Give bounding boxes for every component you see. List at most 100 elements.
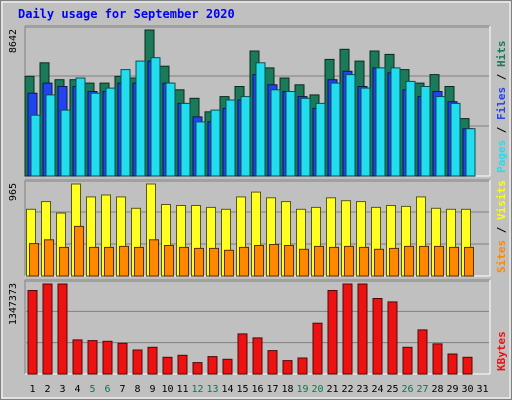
legend-entry-sites: Sites: [495, 240, 508, 273]
bar-visits-sites-day-14: [224, 249, 234, 277]
bar-visits-sites-day-16: [254, 245, 264, 277]
bar-visits-sites-day-7: [119, 245, 129, 277]
bar-visits-sites-day-15: [239, 246, 249, 277]
bar-kbytes-kbytes-day-29: [447, 353, 458, 375]
bar-traffic-pages-day-1: [30, 114, 41, 177]
x-tick-label-day-8: 8: [134, 384, 140, 395]
bar-visits-sites-day-22: [344, 245, 354, 277]
bar-kbytes-kbytes-day-2: [42, 283, 53, 375]
bar-visits-sites-day-26: [404, 245, 414, 277]
bar-kbytes-kbytes-day-18: [282, 360, 293, 375]
legend-traffic: Pages / Files / Hits: [495, 41, 508, 174]
x-tick-label-day-10: 10: [161, 384, 173, 395]
x-tick-label-day-23: 23: [356, 384, 368, 395]
legend-visits: Sites / Visits: [495, 180, 508, 273]
panel-visits: 965 Sites / Visits: [8, 179, 508, 277]
legend-entry-hits: Hits: [495, 41, 508, 68]
x-tick-label-day-22: 22: [341, 384, 353, 395]
x-tick-label-day-17: 17: [266, 384, 278, 395]
bar-visits-sites-day-25: [389, 247, 399, 277]
bar-traffic-pages-day-26: [405, 80, 416, 177]
bar-visits-sites-day-30: [464, 246, 474, 277]
bar-traffic-pages-day-2: [45, 94, 56, 177]
bar-traffic-pages-day-16: [255, 62, 266, 177]
legend-text-traffic: Pages / Files / Hits: [495, 41, 508, 174]
legend-entry-visits: Visits: [495, 180, 508, 220]
legend-text-visits: Sites / Visits: [495, 180, 508, 273]
x-tick-label-day-7: 7: [119, 384, 125, 395]
bar-kbytes-kbytes-day-30: [462, 356, 473, 375]
bar-kbytes-kbytes-day-8: [132, 349, 143, 375]
bar-visits-sites-day-20: [314, 245, 324, 277]
x-tick-label-day-3: 3: [59, 384, 65, 395]
bar-kbytes-kbytes-day-5: [87, 340, 98, 375]
bar-visits-sites-day-13: [209, 247, 219, 277]
x-tick-label-day-18: 18: [281, 384, 293, 395]
legend-separator: /: [495, 120, 508, 140]
bar-traffic-pages-day-8: [135, 60, 146, 177]
x-tick-label-day-4: 4: [74, 384, 80, 395]
bar-kbytes-kbytes-day-1: [27, 290, 38, 375]
bar-traffic-pages-day-25: [390, 67, 401, 177]
panel-traffic: 8642 Pages / Files / Hits: [8, 25, 508, 177]
bar-kbytes-kbytes-day-17: [267, 350, 278, 375]
x-tick-label-day-2: 2: [44, 384, 50, 395]
bar-traffic-pages-day-30: [465, 128, 476, 177]
legend-kbytes: KBytes: [495, 331, 508, 371]
x-tick-label-day-30: 30: [461, 384, 473, 395]
bar-traffic-pages-day-19: [300, 97, 311, 177]
x-tick-label-day-11: 11: [176, 384, 188, 395]
bar-traffic-pages-day-24: [375, 67, 386, 177]
bar-visits-sites-day-1: [29, 243, 39, 277]
bar-visits-sites-day-17: [269, 244, 279, 277]
bar-traffic-pages-day-12: [195, 121, 206, 177]
x-tick-label-day-26: 26: [401, 384, 413, 395]
bar-visits-sites-day-23: [359, 246, 369, 277]
x-tick-label-day-1: 1: [29, 384, 35, 395]
bar-traffic-pages-day-28: [435, 96, 446, 177]
x-tick-label-day-27: 27: [416, 384, 428, 395]
bar-traffic-pages-day-21: [330, 82, 341, 177]
x-tick-label-day-14: 14: [221, 384, 233, 395]
bar-kbytes-kbytes-day-13: [207, 356, 218, 375]
bar-traffic-pages-day-18: [285, 91, 296, 177]
panel-kbytes: 1347373 KBytes: [8, 279, 508, 375]
bar-visits-sites-day-12: [194, 247, 204, 277]
bar-kbytes-kbytes-day-11: [177, 354, 188, 375]
x-tick-label-day-25: 25: [386, 384, 398, 395]
bar-visits-sites-day-18: [284, 245, 294, 277]
bar-traffic-pages-day-5: [90, 92, 101, 177]
x-tick-label-day-15: 15: [236, 384, 248, 395]
chart-frame-highlight: [1, 1, 511, 399]
bar-visits-sites-day-3: [59, 246, 69, 277]
bar-kbytes-kbytes-day-3: [57, 283, 68, 375]
ymax-label-visits: 965: [8, 183, 19, 201]
bar-kbytes-kbytes-day-7: [117, 342, 128, 375]
bar-traffic-pages-day-13: [210, 109, 221, 177]
bar-kbytes-kbytes-day-24: [372, 298, 383, 375]
bar-visits-sites-day-21: [329, 246, 339, 277]
bar-visits-sites-day-4: [74, 225, 84, 277]
bar-traffic-pages-day-3: [60, 109, 71, 177]
bar-kbytes-kbytes-day-6: [102, 340, 113, 375]
bar-traffic-pages-day-11: [180, 102, 191, 177]
bar-traffic-pages-day-23: [360, 87, 371, 177]
bar-kbytes-kbytes-day-27: [417, 329, 428, 375]
legend-separator: /: [495, 220, 508, 240]
bar-visits-sites-day-19: [299, 248, 309, 277]
x-tick-label-day-5: 5: [89, 384, 95, 395]
bar-visits-sites-day-24: [374, 248, 384, 277]
x-tick-label-day-9: 9: [149, 384, 155, 395]
bar-kbytes-kbytes-day-15: [237, 333, 248, 375]
bar-kbytes-kbytes-day-23: [357, 283, 368, 375]
legend-entry-kbytes: KBytes: [495, 331, 508, 371]
x-tick-label-day-24: 24: [371, 384, 383, 395]
chart-title: Daily usage for September 2020: [18, 7, 235, 21]
bar-traffic-pages-day-15: [240, 96, 251, 177]
bar-traffic-pages-day-6: [105, 87, 116, 177]
bar-kbytes-kbytes-day-25: [387, 301, 398, 375]
legend-separator: /: [495, 67, 508, 87]
